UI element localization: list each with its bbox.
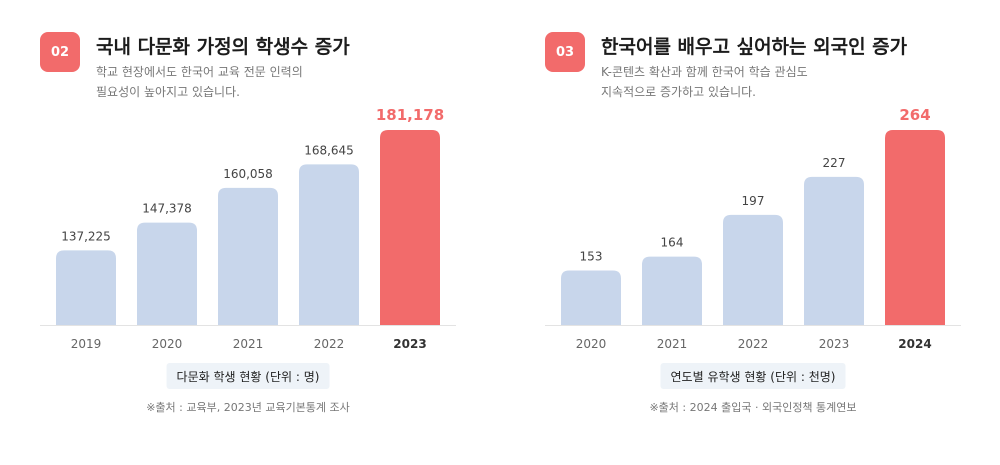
bar-chart-multicultural-students: 137,225 2019 147,378 2020 160,058 2021 168,645… (40, 106, 456, 351)
section-description: 학교 현장에서도 한국어 교육 전문 인력의 필요성이 높아지고 있습니다. (96, 62, 303, 102)
value-label-2020: 153 (580, 250, 603, 264)
value-label-2021: 160,058 (223, 167, 273, 181)
x-tick-label-2023: 2023 (393, 337, 426, 351)
value-label-2022: 197 (742, 194, 765, 208)
bar-2022 (299, 164, 359, 325)
x-tick-label-2024: 2024 (898, 337, 931, 351)
chart-source: ※출처 : 2024 출입국 · 외국인정책 통계연보 (649, 401, 857, 414)
description-line: 필요성이 높아지고 있습니다. (96, 85, 240, 99)
section-number-badge: 02 (40, 32, 80, 72)
chart-caption: 연도별 유학생 현황 (단위 : 천명) (660, 363, 846, 389)
value-label-2024: 264 (899, 106, 930, 124)
bar-2021 (218, 187, 278, 325)
bar-2023 (380, 130, 440, 325)
x-tick-label-2022: 2022 (738, 337, 769, 351)
bar-2022 (723, 214, 783, 325)
value-label-2023: 181,178 (376, 106, 444, 124)
x-tick-label-2019: 2019 (71, 337, 102, 351)
bar-2021 (642, 256, 702, 325)
bar-2019 (56, 250, 116, 325)
description-line: 학교 현장에서도 한국어 교육 전문 인력의 (96, 65, 303, 79)
panel-multicultural-students: 02 국내 다문화 가정의 학생수 증가 학교 현장에서도 한국어 교육 전문 … (40, 0, 500, 465)
section-title: 국내 다문화 가정의 학생수 증가 (96, 36, 350, 58)
bar-2023 (804, 176, 864, 325)
x-tick-label-2020: 2020 (152, 337, 183, 351)
x-tick-label-2023: 2023 (819, 337, 850, 351)
section-description: K-콘텐츠 확산과 함께 한국어 학습 관심도 지속적으로 증가하고 있습니다. (601, 62, 808, 102)
value-label-2022: 168,645 (304, 143, 354, 157)
value-label-2020: 147,378 (142, 202, 192, 216)
panel-foreign-students: 03 한국어를 배우고 싶어하는 외국인 증가 K-콘텐츠 확산과 함께 한국어… (545, 0, 1000, 465)
x-tick-label-2021: 2021 (657, 337, 688, 351)
value-label-2019: 137,225 (61, 229, 111, 243)
bar-2020 (561, 270, 621, 325)
bar-2020 (137, 222, 197, 325)
description-line: 지속적으로 증가하고 있습니다. (601, 85, 756, 99)
value-label-2023: 227 (823, 156, 846, 170)
bar-chart-foreign-students: 153 2020 164 2021 197 2022 227 2023 264 2024 (545, 106, 961, 351)
section-number-badge: 03 (545, 32, 585, 72)
x-tick-label-2021: 2021 (233, 337, 264, 351)
chart-source: ※출처 : 교육부, 2023년 교육기본통계 조사 (146, 401, 350, 414)
x-tick-label-2022: 2022 (314, 337, 345, 351)
section-title: 한국어를 배우고 싶어하는 외국인 증가 (601, 36, 908, 58)
x-tick-label-2020: 2020 (576, 337, 607, 351)
chart-caption: 다문화 학생 현황 (단위 : 명) (166, 363, 330, 389)
value-label-2021: 164 (661, 236, 684, 250)
description-line: K-콘텐츠 확산과 함께 한국어 학습 관심도 (601, 65, 808, 79)
bar-2024 (885, 130, 945, 325)
